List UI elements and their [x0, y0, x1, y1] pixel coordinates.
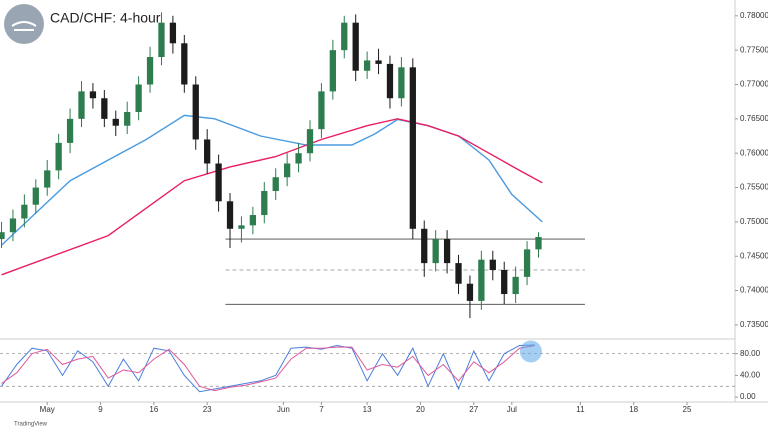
- x-tick-label: 23: [203, 405, 212, 414]
- candle-body: [181, 43, 188, 85]
- candle-body: [318, 91, 325, 130]
- y-tick-label: 0.74500: [740, 251, 768, 260]
- candle-body: [421, 228, 428, 264]
- candle-body: [204, 139, 211, 164]
- y-tick-label: 0.75500: [740, 183, 768, 192]
- candle-body: [101, 98, 108, 119]
- candle-body: [272, 177, 279, 191]
- moving-average: [1, 118, 543, 276]
- candle-body: [89, 91, 97, 99]
- highlight: [519, 340, 542, 363]
- candle-body: [478, 259, 485, 301]
- y-tick-label: 0.75000: [740, 217, 768, 226]
- candle-body: [32, 187, 39, 205]
- x-tick-label: 13: [363, 405, 372, 414]
- osc-tick-label: 0.00: [740, 392, 756, 401]
- x-tick-label: 27: [469, 405, 478, 414]
- candle-body: [363, 60, 371, 71]
- candle-body: [158, 22, 165, 58]
- candle-body: [443, 239, 451, 264]
- candle-body: [135, 84, 142, 112]
- logo: [4, 4, 44, 44]
- candle-body: [284, 163, 291, 178]
- candle-body: [146, 57, 154, 85]
- candle-body: [261, 190, 268, 216]
- candle-body: [112, 118, 119, 126]
- x-tick-label: 7: [319, 405, 324, 414]
- logo-mark: [11, 21, 37, 31]
- y-tick-label: 0.73500: [740, 320, 768, 329]
- candle-body: [375, 60, 382, 64]
- y-tick-label: 0.78000: [740, 11, 768, 20]
- x-tick-label: 18: [629, 405, 638, 414]
- candle-body: [535, 237, 542, 250]
- osc-tick-label: 40.00: [740, 370, 761, 379]
- candle-body: [295, 153, 302, 164]
- candle-body: [455, 263, 462, 284]
- chart-title: CAD/CHF: 4-hour: [50, 10, 161, 26]
- oscillator-line: [1, 344, 535, 393]
- candle-body: [192, 84, 199, 140]
- candle-body: [512, 276, 519, 295]
- moving-average: [1, 114, 543, 246]
- candle-body: [523, 249, 531, 277]
- x-tick-label: 16: [149, 405, 158, 414]
- candle-body: [78, 91, 85, 119]
- candle-body: [21, 204, 28, 219]
- x-tick-label: Jul: [507, 405, 517, 414]
- candle-body: [489, 259, 496, 270]
- x-tick-label: 25: [683, 405, 692, 414]
- candle-body: [501, 269, 508, 295]
- candle-body: [329, 50, 336, 92]
- candle-body: [306, 129, 314, 154]
- osc-tick-label: 80.00: [740, 349, 761, 358]
- y-tick-label: 0.77000: [740, 80, 768, 89]
- y-tick-label: 0.76000: [740, 148, 768, 157]
- candle-body: [352, 22, 359, 71]
- candle-body: [386, 63, 394, 99]
- candle-body: [55, 142, 62, 171]
- candle-body: [226, 201, 234, 229]
- x-tick-label: 20: [416, 405, 425, 414]
- y-tick-label: 0.76500: [740, 114, 768, 123]
- candle-body: [169, 22, 177, 44]
- source: TradingView: [14, 422, 48, 428]
- x-tick-label: 11: [576, 405, 585, 414]
- x-tick-label: 9: [98, 405, 103, 414]
- candle-body: [249, 215, 257, 226]
- candle-body: [9, 218, 17, 233]
- candle-body: [44, 170, 51, 188]
- candle-body: [341, 22, 348, 51]
- candle-body: [238, 225, 245, 229]
- candle-body: [215, 163, 222, 202]
- candle-body: [66, 118, 74, 143]
- x-tick-label: Jun: [277, 405, 290, 414]
- y-tick-label: 0.74000: [740, 286, 768, 295]
- y-tick-label: 0.77500: [740, 45, 768, 54]
- candle-body: [466, 283, 474, 301]
- candle-body: [0, 232, 5, 240]
- x-tick-label: May: [40, 405, 55, 414]
- candle-body: [398, 67, 405, 99]
- oscillator-line: [1, 345, 535, 392]
- candle-body: [432, 239, 439, 264]
- candle-body: [124, 111, 131, 126]
- candle-body: [409, 67, 416, 229]
